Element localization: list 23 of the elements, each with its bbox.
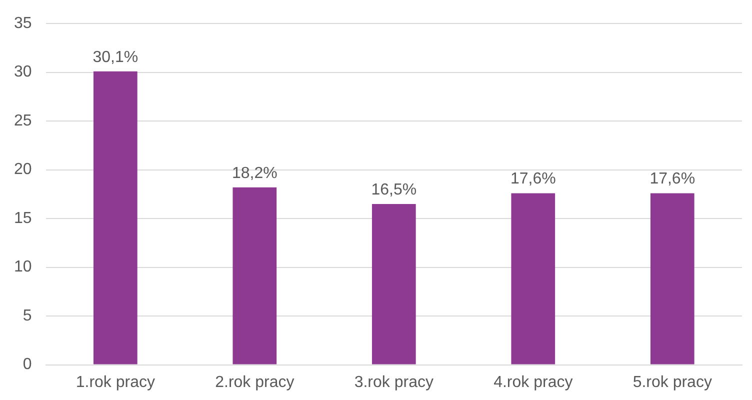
x-tick-label: 4.rok pracy [494,374,573,391]
x-tick-label: 2.rok pracy [215,374,294,391]
bar [93,71,138,364]
y-tick-label: 10 [14,258,32,276]
y-tick-label: 15 [14,210,32,227]
data-label: 30,1% [92,48,138,66]
bar [372,204,416,364]
y-tick-label: 35 [14,15,32,32]
bar [650,193,694,364]
y-tick-label: 25 [14,112,32,130]
x-tick-label: 3.rok pracy [354,374,434,391]
y-tick-label: 0 [22,356,32,374]
y-tick-label: 5 [22,307,32,324]
x-tick-label: 5.rok pracy [632,374,712,391]
x-tick-label: 1.rok pracy [76,374,155,391]
y-tick-label: 20 [14,161,32,178]
data-label: 16,5% [371,181,417,198]
data-label: 17,6% [510,170,556,188]
bar [511,193,556,364]
data-label: 17,6% [650,170,696,188]
data-label: 18,2% [232,164,278,182]
bar [232,187,277,364]
y-tick-label: 30 [14,64,32,81]
